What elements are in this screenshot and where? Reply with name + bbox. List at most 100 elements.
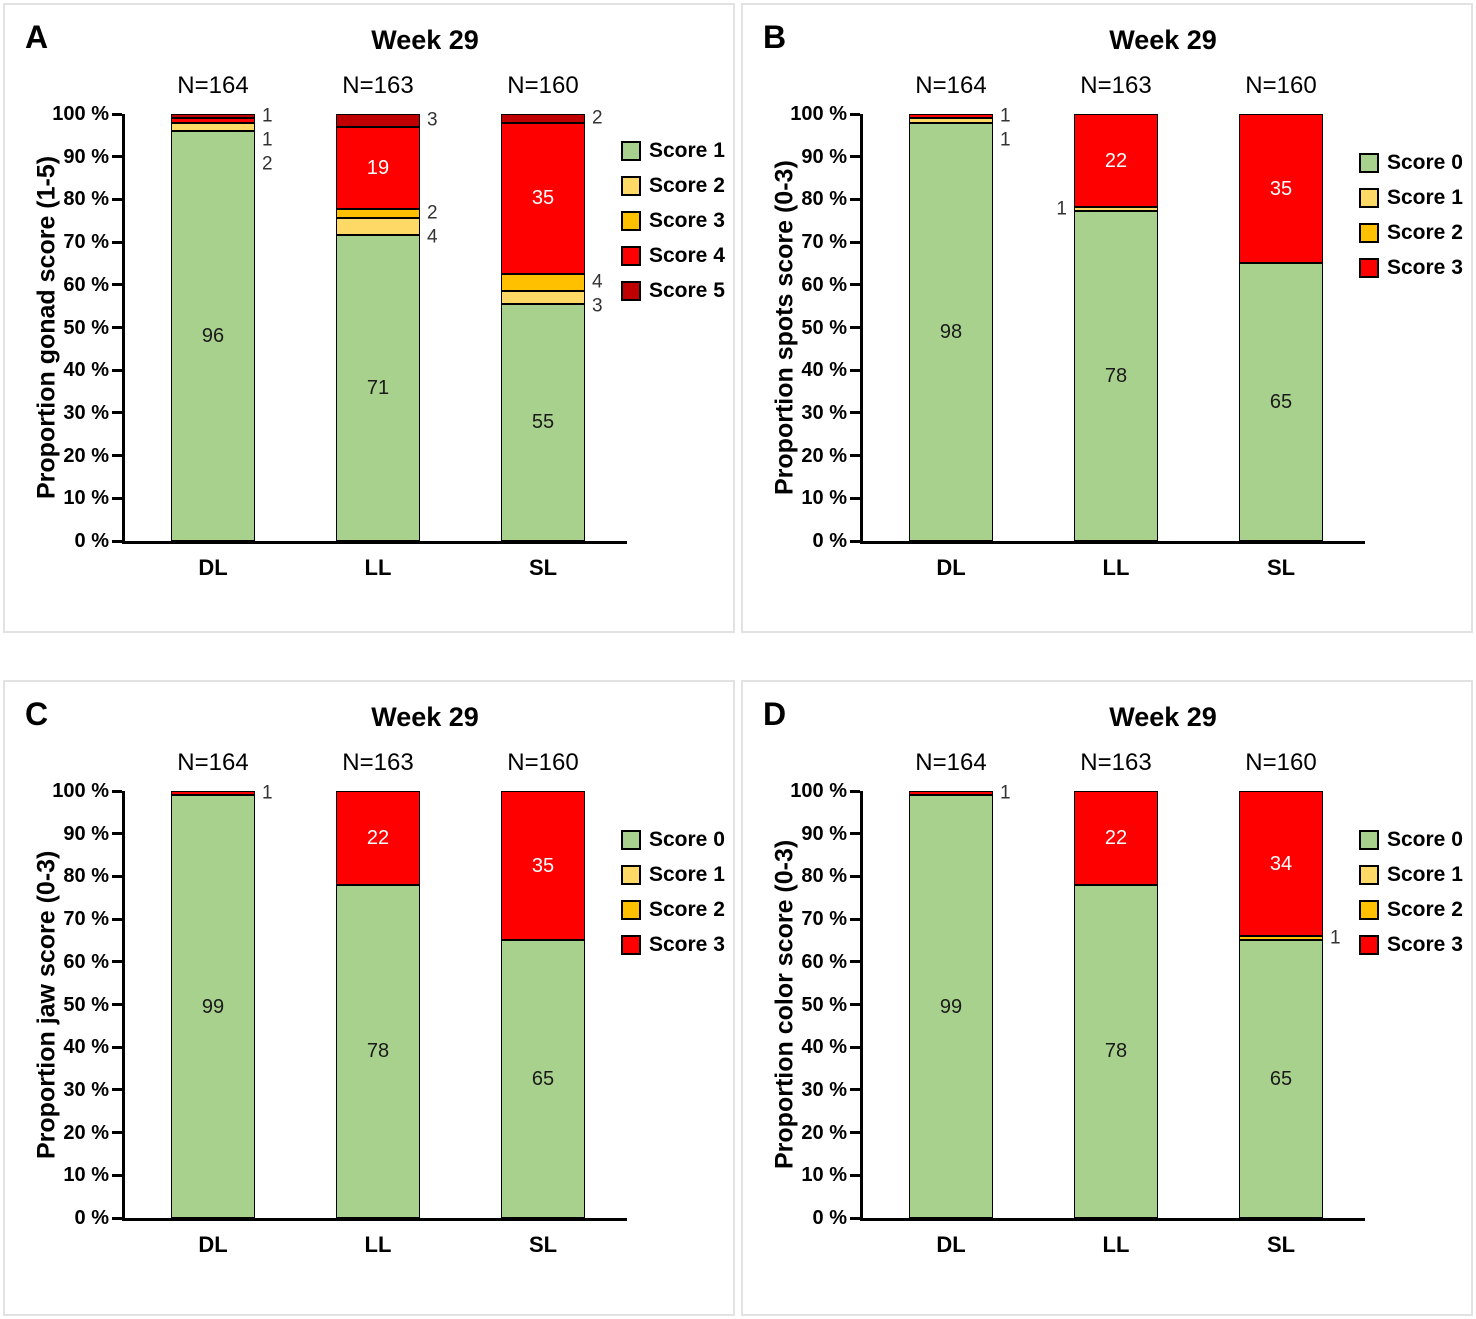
- y-tick-mark: [850, 326, 860, 329]
- y-tick-label: 0 %: [74, 1207, 109, 1229]
- category-label: DL: [198, 1232, 228, 1257]
- y-axis-line: [860, 114, 863, 543]
- legend-label: Score 2: [649, 174, 725, 197]
- legend-swatch: [1359, 830, 1379, 850]
- y-tick-mark: [112, 283, 122, 287]
- y-tick-mark: [112, 917, 122, 921]
- legend-label: Score 3: [649, 933, 725, 956]
- n-label: N=163: [342, 749, 414, 776]
- bar-segment: [171, 131, 255, 541]
- bar-segment: [336, 234, 420, 541]
- bar-value-label: 19: [366, 156, 390, 179]
- y-tick-label: 80 %: [63, 865, 109, 888]
- bar-outside-label: 3: [592, 295, 603, 317]
- bar-segment: [171, 795, 255, 1218]
- y-tick-label: 30 %: [63, 401, 109, 424]
- x-axis-line: [860, 541, 1365, 544]
- y-axis-line: [122, 791, 125, 1220]
- category-label: DL: [936, 1232, 966, 1257]
- y-tick-mark: [850, 197, 860, 201]
- category-label: LL: [1102, 1232, 1130, 1257]
- y-tick-label: 30 %: [801, 1078, 847, 1101]
- category-label: SL: [528, 555, 558, 580]
- bar-outside-label: 2: [262, 153, 273, 175]
- bar-value-label: 99: [201, 995, 225, 1018]
- bar-segment: [909, 795, 993, 1218]
- bar-value-label: 22: [1104, 826, 1128, 849]
- n-label: N=163: [1080, 749, 1152, 776]
- y-tick-mark: [850, 112, 860, 116]
- y-tick-label: 70 %: [63, 908, 109, 931]
- panel-title: Week 29: [1109, 702, 1217, 732]
- bar-segment: [501, 273, 585, 291]
- bar-outside-label: 1: [1330, 927, 1341, 949]
- y-tick-mark: [850, 454, 860, 458]
- legend-swatch: [621, 935, 641, 955]
- bar-segment: [1239, 940, 1323, 1218]
- legend-label: Score 3: [1387, 933, 1463, 956]
- n-label: N=164: [915, 749, 987, 776]
- y-tick-label: 90 %: [801, 145, 847, 168]
- legend-swatch: [1359, 153, 1379, 173]
- panel-letter: C: [25, 696, 49, 732]
- y-tick-label: 90 %: [63, 145, 109, 168]
- bar-outside-label: 1: [262, 782, 273, 804]
- y-tick-label: 100 %: [52, 780, 109, 802]
- y-tick-label: 90 %: [801, 822, 847, 845]
- y-tick-mark: [850, 1173, 860, 1177]
- x-axis-line: [860, 1218, 1365, 1221]
- y-tick-mark: [850, 1088, 860, 1092]
- category-label: DL: [198, 555, 228, 580]
- y-tick-label: 80 %: [801, 865, 847, 888]
- y-tick-label: 10 %: [63, 487, 109, 510]
- bar-value-label: 78: [1104, 1040, 1128, 1063]
- y-tick-label: 90 %: [63, 822, 109, 845]
- bar-segment: [336, 217, 420, 235]
- y-tick-label: 70 %: [801, 231, 847, 254]
- bar-value-label: 35: [531, 187, 555, 210]
- legend-swatch: [621, 246, 641, 266]
- bar-segment: [1074, 211, 1158, 541]
- y-tick-mark: [112, 454, 122, 458]
- bar-segment: [501, 303, 585, 541]
- category-label: SL: [528, 1232, 558, 1257]
- legend-swatch: [621, 281, 641, 301]
- y-tick-mark: [850, 874, 860, 878]
- legend-label: Score 2: [649, 898, 725, 921]
- bar-value-label: 34: [1269, 852, 1293, 875]
- category-label: LL: [364, 555, 392, 580]
- bar-outside-label: 1: [1000, 782, 1011, 804]
- y-tick-label: 50 %: [801, 993, 847, 1016]
- category-label: SL: [1266, 555, 1296, 580]
- y-tick-label: 50 %: [63, 993, 109, 1016]
- bar-value-label: 71: [366, 376, 390, 399]
- y-tick-mark: [112, 1216, 122, 1220]
- bar-value-label: 65: [1269, 391, 1293, 414]
- legend-swatch: [621, 830, 641, 850]
- y-tick-mark: [112, 539, 122, 543]
- legend-label: Score 1: [1387, 186, 1463, 209]
- y-tick-label: 60 %: [63, 273, 109, 296]
- bar-value-label: 65: [531, 1068, 555, 1091]
- legend-swatch: [621, 176, 641, 196]
- y-tick-mark: [850, 155, 860, 159]
- y-tick-mark: [112, 240, 122, 244]
- y-tick-mark: [850, 1131, 860, 1135]
- bar-segment: [1074, 114, 1158, 207]
- y-tick-mark: [112, 368, 122, 372]
- legend-label: Score 0: [1387, 151, 1463, 174]
- y-tick-mark: [850, 1003, 860, 1006]
- category-label: LL: [1102, 555, 1130, 580]
- y-tick-label: 60 %: [63, 950, 109, 973]
- y-tick-label: 0 %: [74, 530, 109, 552]
- bar-segment: [1239, 263, 1323, 541]
- category-label: LL: [364, 1232, 392, 1257]
- legend-label: Score 1: [649, 863, 725, 886]
- legend-swatch: [1359, 188, 1379, 208]
- panel-title: Week 29: [371, 702, 479, 732]
- y-tick-mark: [112, 496, 122, 500]
- bar-segment: [501, 114, 585, 123]
- y-tick-label: 20 %: [63, 444, 109, 467]
- y-tick-mark: [112, 874, 122, 878]
- bar-value-label: 65: [1269, 1068, 1293, 1091]
